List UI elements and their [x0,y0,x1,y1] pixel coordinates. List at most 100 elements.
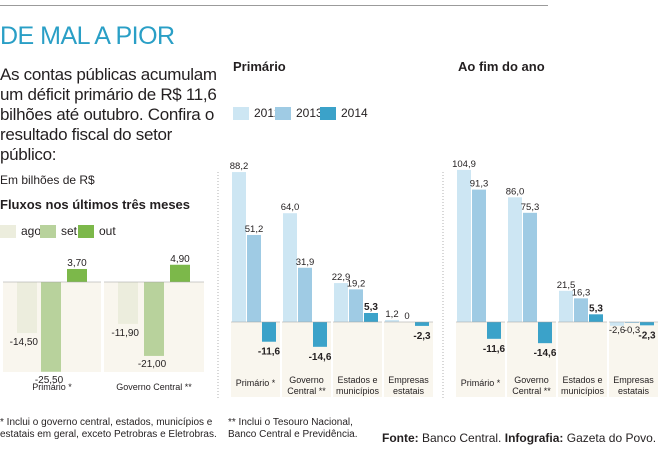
fimano-panel-2 [558,322,607,397]
legend-out-swatch [78,224,94,238]
primario-chart-title: Primário [233,59,286,74]
primario-label-2012-0: 88,2 [230,161,249,172]
primario-bar-2012-3 [385,319,399,322]
primario-bar-2014-1 [313,322,327,347]
primario-category-2-line-0: Estados e [337,375,377,385]
legend-2014: 2014 [320,106,368,120]
primario-label-2014-1: -14,6 [309,352,332,363]
primario-bar-2014-0 [262,322,276,342]
fimano-label-2013-1: 75,3 [521,202,540,213]
primario-label-2013-3: 0 [404,311,409,322]
primario-panel-3 [384,322,433,397]
fimano-category-1-line-0: Governo [514,375,549,385]
fimano-label-2013-2: 16,3 [572,287,591,298]
fimano-bar-2014-3 [640,322,654,326]
fimano-bar-2013-3 [625,322,639,323]
fimano-category-3-line-0: Empresas [613,375,654,385]
legend-ago-label: ago [21,224,42,238]
legend-2014-swatch [320,106,336,120]
legend-2013-label: 2013 [296,106,323,120]
intro-text: As contas públicas acumulam um déficit p… [0,65,217,164]
fimano-bar-2012-0 [457,169,471,322]
primario-label-2013-0: 51,2 [245,224,264,235]
fimano-bar-2013-1 [523,212,537,322]
source-label: Fonte: [382,431,419,445]
fimano-label-2012-3: -2,6 [609,325,625,336]
fimano-bar-2013-2 [574,298,588,322]
flux-label-out-0: 3,70 [67,258,87,269]
flux-label-ago-0: -14,50 [10,337,39,348]
legend-2012: 2012 [233,106,281,120]
left-chart-title: Fluxos nos últimos três meses [0,197,191,212]
fimano-bar-2014-1 [538,322,552,344]
footnote-2-line-1: ** Inclui o Tesouro Nacional, [228,417,353,428]
primario-bar-2013-0 [247,234,261,322]
fimano-category-2-line-0: Estados e [562,375,602,385]
legend-ago-swatch [0,224,16,238]
primario-bar-2012-1 [283,213,297,322]
primario-label-2013-2: 19,2 [347,278,366,289]
flux-bar-set-1 [144,282,164,356]
flux-label-set-1: -21,00 [138,359,167,370]
fimano-category-3-line-1: estatais [618,386,650,396]
fimano-label-2014-3: -2,3 [638,330,656,341]
primario-label-2013-1: 31,9 [296,257,315,268]
legend-2014-label: 2014 [341,106,368,120]
primario-bar-2012-0 [232,172,246,322]
flux-bar-out-1 [170,264,190,282]
flux-label-out-1: 4,90 [170,254,190,265]
source-line: Fonte: Banco Central. Infografia: Gazeta… [382,431,656,445]
fimano-label-2013-3: -0,3 [624,325,640,336]
fimano-label-2012-2: 21,5 [557,280,576,291]
fimano-bar-2012-1 [508,197,522,322]
flux-bar-ago-1 [118,282,138,324]
legend-2012-label: 2012 [254,106,281,120]
fimano-bar-2013-0 [472,189,486,322]
primario-label-2012-3: 1,2 [385,309,398,320]
primario-category-3-line-1: estatais [393,386,425,396]
fimano-label-2014-1: -14,6 [534,348,557,359]
fimano-label-2014-0: -11,6 [483,344,506,355]
legend-2013: 2013 [275,106,323,120]
primario-bar-2014-2 [364,312,378,322]
footnote-2: ** Inclui o Tesouro Nacional, Banco Cent… [228,417,358,441]
legend-out-label: out [99,224,116,238]
footnote-1-line-1: * Inclui o governo central, estados, mun… [0,417,213,428]
fimano-category-0-line-0: Primário * [461,378,501,388]
units-label: Em bilhões de R$ [0,173,95,187]
infographic-value: Gazeta do Povo. [566,431,657,445]
flux-bar-ago-0 [17,282,37,334]
fimano-bar-2014-0 [487,322,501,339]
primario-label-2012-1: 64,0 [281,202,300,213]
footnote-1-line-2: estatais em geral, exceto Petrobras e El… [0,429,217,440]
fimano-bar-2012-2 [559,290,573,322]
infographic-title: DE MAL A PIOR [0,22,175,50]
primario-category-1-line-0: Governo [289,375,324,385]
primario-label-2014-3: -2,3 [413,331,431,342]
flux-label-set-0: -25,50 [35,375,64,386]
primario-label-2014-2: 5,3 [364,302,378,313]
fimano-panel-3 [609,322,658,397]
fimano-bar-2012-3 [610,322,624,326]
flux-bar-out-0 [67,268,87,282]
fimano-label-2013-0: 91,3 [470,179,489,190]
primario-category-2-line-1: municípios [336,386,380,396]
primario-label-2012-2: 22,9 [332,272,351,283]
top-rule [0,5,548,6]
legend-out: out [78,224,116,238]
fimano-bar-2014-2 [589,314,603,322]
legend-set-label: set [61,224,78,238]
fimano-label-2012-1: 86,0 [506,186,525,197]
flux-label-ago-1: -11,90 [111,328,139,339]
primario-bar-2013-2 [349,289,363,322]
primario-label-2014-0: -11,6 [258,347,281,358]
source-value: Banco Central. [422,431,502,445]
primario-category-3-line-0: Empresas [388,375,429,385]
primario-bar-2013-1 [298,267,312,322]
infographic-label: Infografia: [504,431,564,445]
flux-bar-set-0 [41,282,61,372]
legend-set: set [40,224,77,238]
primario-bar-2012-2 [334,283,348,322]
primario-category-0-line-0: Primário * [236,378,276,388]
